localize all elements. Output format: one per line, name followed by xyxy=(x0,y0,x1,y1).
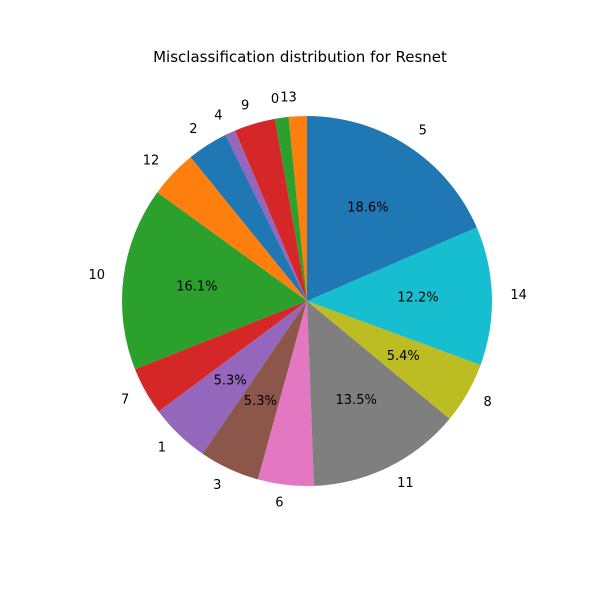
pie-slice-5 xyxy=(307,116,477,301)
chart-title: Misclassification distribution for Resne… xyxy=(153,48,447,66)
slice-label-4: 4 xyxy=(214,108,222,123)
pie-slice-3 xyxy=(202,301,307,480)
pie-slice-4 xyxy=(225,130,307,301)
slice-label-5: 5 xyxy=(419,123,427,138)
pie-slice-10 xyxy=(121,192,307,370)
pie-slice-7 xyxy=(135,301,307,412)
slice-label-13: 13 xyxy=(280,90,297,105)
slice-percent-10: 16.1% xyxy=(176,280,217,295)
slice-percent-8: 5.4% xyxy=(387,349,420,364)
pie-slice-14 xyxy=(307,227,492,365)
pie-slice-0 xyxy=(274,116,307,301)
slice-label-1: 1 xyxy=(158,440,166,455)
pie-slice-9 xyxy=(235,118,307,301)
slice-percent-11: 13.5% xyxy=(336,393,377,408)
pie-slice-8 xyxy=(307,301,481,419)
slice-label-14: 14 xyxy=(510,288,527,303)
pie-slice-11 xyxy=(307,301,450,486)
slice-percent-5: 18.6% xyxy=(347,201,388,216)
pie-slice-13 xyxy=(288,115,307,301)
slice-label-6: 6 xyxy=(275,496,283,511)
slice-label-0: 0 xyxy=(271,92,279,107)
slice-percent-14: 12.2% xyxy=(397,290,438,305)
slice-label-9: 9 xyxy=(241,98,249,113)
slice-label-11: 11 xyxy=(397,476,414,491)
slice-label-2: 2 xyxy=(189,122,197,137)
slice-label-3: 3 xyxy=(213,478,221,493)
pie-slice-12 xyxy=(157,157,307,301)
slice-percent-1: 5.3% xyxy=(214,374,247,389)
slice-percent-3: 5.3% xyxy=(244,394,277,409)
slice-label-8: 8 xyxy=(483,395,491,410)
pie-slice-2 xyxy=(190,134,307,301)
slice-label-10: 10 xyxy=(89,268,106,283)
slice-label-12: 12 xyxy=(143,153,160,168)
pie-slice-1 xyxy=(158,301,307,454)
slice-label-7: 7 xyxy=(121,393,129,408)
pie-slice-6 xyxy=(257,301,314,487)
